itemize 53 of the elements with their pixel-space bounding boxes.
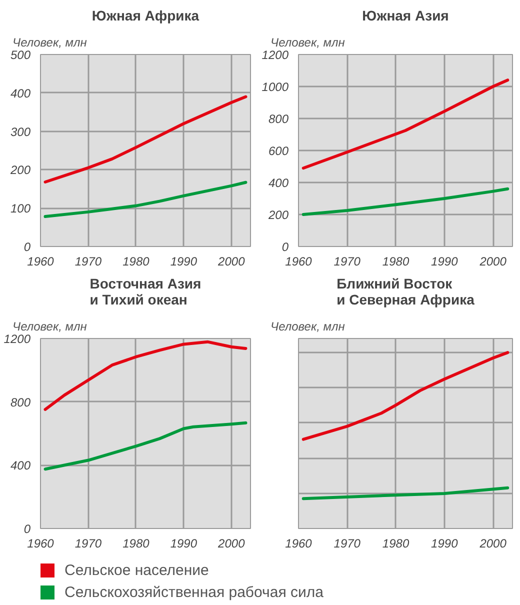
y-tick-label: 800	[268, 112, 289, 126]
y-tick-label: 600	[268, 144, 289, 158]
line-series	[44, 340, 248, 411]
x-tick-label: 1980	[122, 254, 150, 268]
x-tick-label: 2000	[217, 254, 246, 268]
line-series	[44, 180, 248, 218]
x-tick-label: 1970	[74, 254, 102, 268]
y-tick-label: 1200	[262, 48, 289, 62]
y-tick-label: 1200	[4, 332, 31, 346]
x-tick-label: 1960	[27, 536, 54, 550]
legend-label: Сельскохозяйственная рабочая сила	[64, 584, 324, 601]
y-tick-label: 400	[10, 86, 31, 100]
y-tick-label: 400	[10, 458, 31, 473]
x-tick-label: 2000	[478, 254, 507, 268]
y-tick-label: 1000	[262, 80, 289, 94]
x-tick-label: 1980	[122, 536, 150, 550]
x-tick-label: 1960	[27, 254, 54, 268]
x-tick-label: 1970	[334, 536, 361, 550]
line-series	[302, 187, 510, 216]
y-tick-label: 200	[9, 163, 31, 178]
chart-title: Ближний Восток и Северная Африка	[336, 276, 475, 308]
y-tick-label: 300	[10, 124, 31, 139]
x-tick-label: 1960	[285, 254, 312, 268]
x-tick-label: 1960	[285, 536, 312, 550]
y-axis-title: Человек, млн	[270, 320, 346, 334]
y-tick-label: 0	[24, 522, 31, 536]
y-tick-label: 800	[10, 395, 31, 410]
x-tick-label: 1990	[431, 536, 458, 550]
y-tick-label: 0	[24, 240, 31, 254]
x-tick-label: 1990	[170, 536, 198, 550]
chart-title: Южная Африка	[92, 8, 200, 24]
y-tick-label: 400	[268, 176, 289, 190]
y-axis-title: Человек, млн	[12, 36, 88, 50]
chart-title: Восточная Азия и Тихий океан	[90, 276, 202, 308]
x-tick-label: 1990	[170, 254, 198, 268]
x-tick-label: 1970	[334, 254, 361, 268]
line-series	[44, 421, 248, 471]
y-tick-label: 200	[267, 208, 289, 222]
x-tick-label: 1980	[382, 536, 410, 550]
legend-label: Сельское население	[64, 562, 209, 579]
line-series	[44, 95, 248, 184]
y-tick-label: 0	[282, 240, 289, 254]
x-tick-label: 1970	[74, 536, 102, 550]
y-tick-label: 100	[10, 202, 31, 216]
x-tick-label: 1980	[382, 254, 410, 268]
y-axis-title: Человек, млн	[270, 36, 346, 50]
y-axis-title: Человек, млн	[12, 320, 88, 334]
x-tick-label: 1990	[431, 254, 458, 268]
x-tick-label: 2000	[217, 536, 246, 550]
x-tick-label: 2000	[478, 536, 507, 550]
chart-title: Южная Азия	[362, 8, 449, 24]
line-series	[302, 78, 510, 170]
y-tick-label: 500	[10, 48, 31, 62]
